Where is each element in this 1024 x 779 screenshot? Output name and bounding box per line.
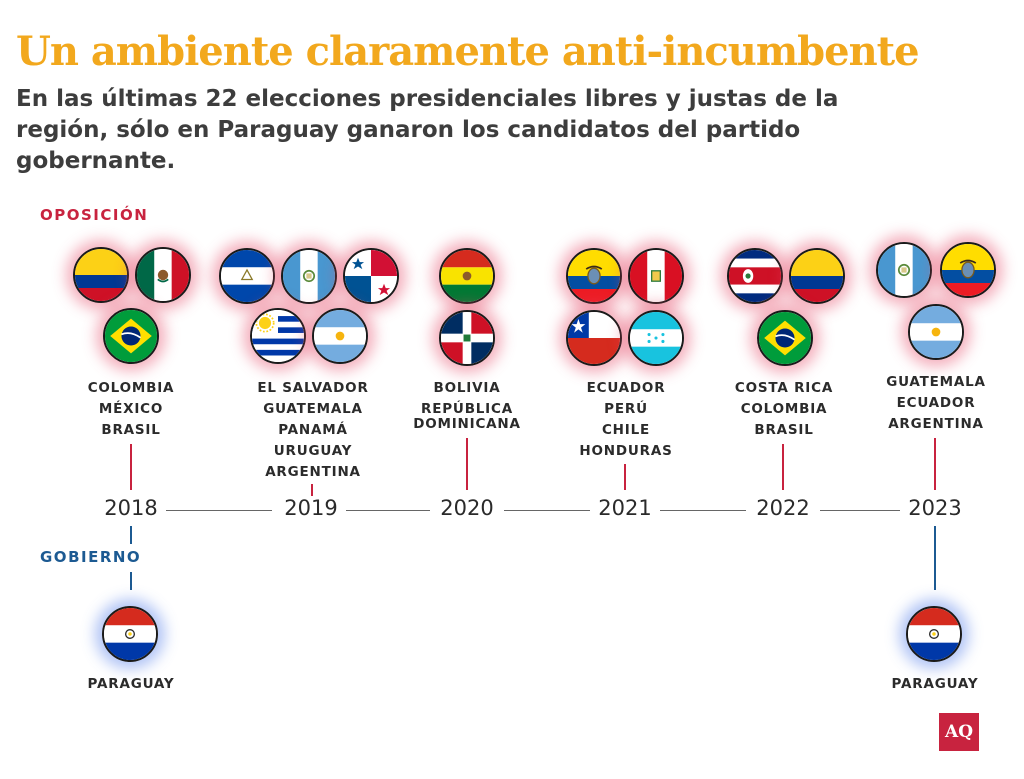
- dominican-republic-flag-icon: [439, 310, 495, 366]
- country-name: ARGENTINA: [265, 464, 361, 480]
- country-name: BOLIVIA: [433, 380, 501, 396]
- costa-rica-flag-icon: [727, 248, 783, 304]
- argentina-flag-icon: [908, 304, 964, 360]
- country-name: ECUADOR: [586, 380, 666, 396]
- country-name: MÉXICO: [98, 401, 164, 417]
- government-country-name: PARAGUAY: [891, 676, 979, 692]
- peru-flag-icon: [628, 248, 684, 304]
- country-name: DOMINICANA: [413, 416, 521, 432]
- year-label: 2020: [440, 496, 494, 520]
- chart-subtitle: En las últimas 22 elecciones presidencia…: [16, 86, 839, 174]
- opposition-connector: [130, 444, 132, 490]
- country-name: COLOMBIA: [87, 380, 175, 396]
- argentina-flag-icon: [312, 308, 368, 364]
- colombia-flag-icon: [73, 247, 129, 303]
- country-name: URUGUAY: [273, 443, 353, 459]
- honduras-flag-icon: [628, 310, 684, 366]
- timeline-axis: [504, 510, 590, 511]
- paraguay-flag-icon: [906, 606, 962, 662]
- opposition-connector: [624, 464, 626, 490]
- opposition-connector: [934, 438, 936, 490]
- guatemala-flag-icon: [876, 242, 932, 298]
- mexico-flag-icon: [135, 247, 191, 303]
- government-connector: [934, 526, 936, 590]
- government-connector: [130, 572, 132, 590]
- ecuador-flag-icon: [940, 242, 996, 298]
- country-name: CHILE: [601, 422, 651, 438]
- guatemala-flag-icon: [281, 248, 337, 304]
- country-name: BRASIL: [101, 422, 161, 438]
- country-name: HONDURAS: [579, 443, 673, 459]
- chart-title: Un ambiente claramente anti-incumbente: [16, 28, 920, 75]
- government-country-name: PARAGUAY: [87, 676, 175, 692]
- year-label: 2018: [104, 496, 158, 520]
- timeline-axis: [166, 510, 272, 511]
- timeline-axis: [820, 510, 900, 511]
- opposition-connector: [466, 438, 468, 490]
- country-name: BRASIL: [754, 422, 814, 438]
- brazil-flag-icon: [103, 308, 159, 364]
- year-label: 2021: [598, 496, 652, 520]
- government-label: GOBIERNO: [40, 548, 142, 566]
- names-2020: BOLIVIA REPÚBLICA DOMINICANA: [382, 378, 552, 435]
- el-salvador-flag-icon: [219, 248, 275, 304]
- year-label: 2022: [756, 496, 810, 520]
- country-name: COSTA RICA: [734, 380, 834, 396]
- opposition-connector: [311, 484, 313, 496]
- timeline-axis: [346, 510, 430, 511]
- year-label: 2019: [284, 496, 338, 520]
- names-2022: COSTA RICA COLOMBIA BRASIL: [699, 378, 869, 441]
- colombia-flag-icon: [789, 248, 845, 304]
- country-name: REPÚBLICA: [421, 401, 513, 417]
- government-connector: [130, 526, 132, 544]
- bolivia-flag-icon: [439, 248, 495, 304]
- country-name: GUATEMALA: [263, 401, 363, 417]
- names-2023: GUATEMALA ECUADOR ARGENTINA: [851, 372, 1021, 435]
- chile-flag-icon: [566, 310, 622, 366]
- country-name: PANAMÁ: [278, 422, 348, 438]
- country-name: COLOMBIA: [740, 401, 828, 417]
- country-name: ARGENTINA: [888, 416, 984, 432]
- uruguay-flag-icon: [250, 308, 306, 364]
- timeline-axis: [660, 510, 746, 511]
- brazil-flag-icon: [757, 310, 813, 366]
- year-label: 2023: [908, 496, 962, 520]
- opposition-connector: [782, 444, 784, 490]
- ecuador-flag-icon: [566, 248, 622, 304]
- country-name: PERÚ: [604, 401, 648, 417]
- opposition-label: OPOSICIÓN: [40, 206, 149, 224]
- panama-flag-icon: [343, 248, 399, 304]
- paraguay-flag-icon: [102, 606, 158, 662]
- country-name: EL SALVADOR: [257, 380, 369, 396]
- names-2021: ECUADOR PERÚ CHILE HONDURAS: [541, 378, 711, 462]
- names-2018: COLOMBIA MÉXICO BRASIL: [46, 378, 216, 441]
- country-name: ECUADOR: [896, 395, 976, 411]
- aq-logo: AQ: [939, 713, 979, 751]
- names-2019: EL SALVADOR GUATEMALA PANAMÁ URUGUAY ARG…: [228, 378, 398, 483]
- country-name: GUATEMALA: [886, 374, 986, 390]
